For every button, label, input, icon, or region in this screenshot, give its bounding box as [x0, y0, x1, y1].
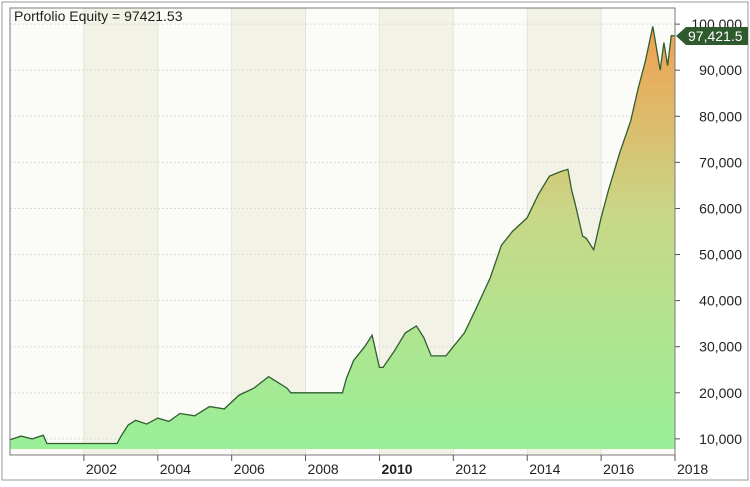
current-value-label: 97,421.5	[688, 28, 743, 44]
equity-line	[9, 26, 676, 445]
y-axis: 10,000 20,000 30,000 40,000 50,000 60,000 70,0…	[675, 16, 742, 447]
x-tick-label: 2008	[308, 461, 339, 477]
x-tick-label: 2014	[529, 461, 560, 477]
x-tick-label: 2006	[234, 461, 265, 477]
x-tick-label: 2018	[677, 461, 708, 477]
plot-border	[9, 7, 676, 456]
x-tick-label: 2016	[603, 461, 634, 477]
y-tick-label: 10,000	[699, 431, 742, 447]
y-tick-label: 30,000	[699, 339, 742, 355]
x-tick-label: 2010	[381, 461, 412, 477]
y-tick-label: 90,000	[699, 62, 742, 78]
y-tick-label: 60,000	[699, 200, 742, 216]
y-tick-label: 70,000	[699, 154, 742, 170]
x-tick-label: 2012	[455, 461, 486, 477]
x-tick-label: 2004	[160, 461, 191, 477]
y-tick-label: 80,000	[699, 108, 742, 124]
y-tick-label: 20,000	[699, 385, 742, 401]
x-tick-label: 2002	[86, 461, 117, 477]
chart-title: Portfolio Equity = 97421.53	[14, 8, 183, 24]
y-tick-label: 40,000	[699, 293, 742, 309]
current-value-tag	[676, 27, 748, 46]
current-value-marker: 97,421.5	[676, 27, 748, 46]
equity-area	[9, 26, 676, 450]
equity-area-fill	[10, 26, 675, 450]
x-axis: 2002 2004 2006 2008 2010 2012 2014 2016 2018	[83, 455, 708, 477]
year-band	[83, 8, 158, 455]
y-tick-label: 50,000	[699, 247, 742, 263]
